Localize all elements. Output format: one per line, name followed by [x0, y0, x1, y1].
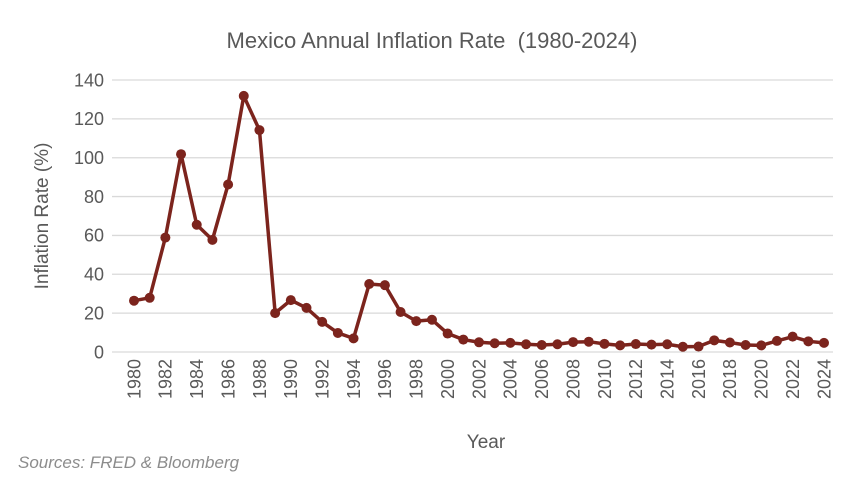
data-point	[552, 339, 563, 350]
data-point	[489, 338, 500, 349]
x-tick-label: 1980	[124, 359, 144, 399]
data-point	[458, 334, 469, 345]
x-tick-label: 1996	[375, 359, 395, 399]
y-tick-label: 40	[84, 265, 104, 285]
data-point	[568, 337, 579, 348]
x-tick-label: 1986	[218, 359, 238, 399]
series-line	[132, 94, 826, 349]
data-point	[709, 335, 720, 346]
data-point	[301, 302, 312, 313]
data-point	[379, 280, 390, 291]
data-point	[395, 306, 406, 317]
y-tick-label: 140	[74, 70, 104, 90]
data-point	[756, 340, 767, 351]
y-tick-label: 0	[94, 342, 104, 362]
x-tick-label: 2016	[689, 359, 709, 399]
x-tick-label: 2020	[752, 359, 772, 399]
x-tick-label: 1982	[156, 359, 176, 399]
x-tick-label: 2004	[501, 359, 521, 399]
x-tick-label: 1988	[250, 359, 270, 399]
x-tick-label: 2018	[720, 359, 740, 399]
y-tick-label: 20	[84, 303, 104, 323]
data-point	[144, 292, 155, 303]
data-point	[505, 337, 516, 348]
data-point	[740, 340, 751, 351]
data-point	[426, 314, 437, 325]
x-tick-label: 2002	[469, 359, 489, 399]
y-tick-label: 80	[84, 187, 104, 207]
x-tick-label: 2006	[532, 359, 552, 399]
data-point	[238, 90, 249, 101]
data-point	[521, 339, 532, 350]
x-tick-label: 2008	[563, 359, 583, 399]
data-point	[270, 308, 281, 319]
y-axis-tick-labels: 0 20 40 60 80 100 120 140	[74, 70, 104, 362]
data-point	[724, 337, 735, 348]
x-tick-label: 1984	[187, 359, 207, 399]
x-tick-label: 2010	[595, 359, 615, 399]
data-point	[364, 279, 375, 289]
data-point	[771, 335, 782, 346]
data-point	[176, 149, 187, 160]
data-series	[129, 90, 829, 352]
x-tick-label: 2022	[783, 359, 803, 399]
data-point	[599, 338, 610, 349]
data-point	[819, 337, 829, 348]
x-tick-label: 1998	[407, 359, 427, 399]
y-axis-title: Inflation Rate (%)	[32, 143, 53, 290]
x-tick-label: 2024	[814, 359, 834, 399]
data-point	[693, 341, 704, 352]
x-tick-label: 2012	[626, 359, 646, 399]
data-point	[348, 333, 359, 344]
x-tick-label: 1994	[344, 359, 364, 399]
data-point	[787, 331, 798, 342]
data-point	[129, 295, 139, 306]
chart-title: Mexico Annual Inflation Rate (1980-2024)	[227, 28, 638, 53]
data-point	[536, 340, 547, 351]
data-point	[474, 337, 484, 348]
data-point	[803, 336, 814, 347]
x-axis-title: Year	[467, 432, 506, 453]
x-axis-tick-labels: 1980 1982 1984 1986 1988 1990 1992 1994 1996 1998…	[124, 359, 834, 399]
data-point	[160, 232, 171, 243]
data-point	[191, 219, 202, 230]
source-note: Sources: FRED & Bloomberg	[18, 453, 240, 472]
data-point	[646, 339, 657, 350]
data-point	[662, 339, 673, 350]
y-tick-label: 60	[84, 226, 104, 246]
data-point	[317, 316, 328, 327]
x-tick-label: 1990	[281, 359, 301, 399]
data-point	[254, 125, 265, 136]
data-point	[411, 316, 422, 327]
y-tick-label: 120	[74, 109, 104, 129]
data-point	[615, 340, 626, 351]
data-point	[207, 234, 218, 245]
data-point	[677, 341, 688, 352]
x-tick-label: 2000	[438, 359, 458, 399]
x-tick-label: 2014	[657, 359, 677, 399]
data-point	[223, 179, 234, 190]
data-point	[332, 327, 343, 338]
data-point	[630, 339, 641, 350]
y-tick-label: 100	[74, 148, 104, 168]
data-point	[285, 295, 296, 306]
data-point	[442, 328, 453, 339]
x-tick-label: 1992	[312, 359, 332, 399]
data-point	[583, 336, 594, 347]
